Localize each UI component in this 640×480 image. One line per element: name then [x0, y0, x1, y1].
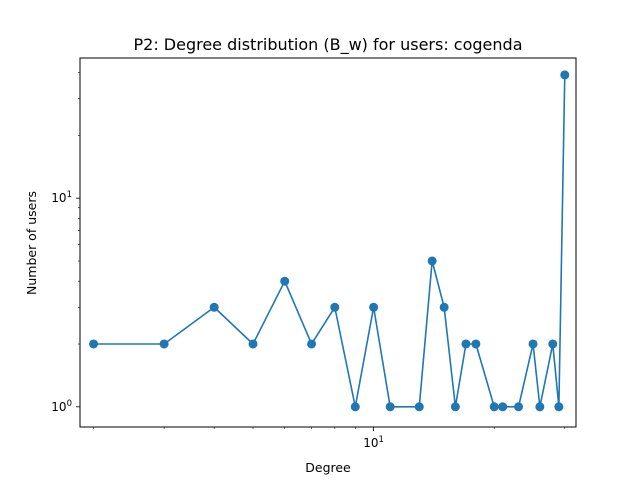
data-point [528, 339, 538, 349]
plot-frame [79, 57, 577, 428]
data-point [280, 276, 290, 286]
data-point [159, 339, 169, 349]
x-axis-label: Degree [305, 460, 351, 475]
data-point [548, 339, 558, 349]
chart-title: P2: Degree distribution (B_w) for users:… [133, 35, 522, 55]
data-point [439, 302, 449, 312]
data-point [89, 339, 99, 349]
data-point [414, 402, 424, 412]
data-point [471, 339, 481, 349]
x-tick-label: 101 [363, 435, 384, 450]
major-ticks: 101 100 101 [51, 190, 384, 450]
data-point [498, 402, 508, 412]
data-point [248, 339, 258, 349]
data-point [554, 402, 564, 412]
data-point [330, 302, 340, 312]
data-point [514, 402, 524, 412]
data-point [369, 302, 379, 312]
y-tick-label: 100 [51, 399, 72, 414]
y-tick-label: 101 [51, 190, 72, 205]
data-point [461, 339, 471, 349]
data-point [307, 339, 317, 349]
data-point [489, 402, 499, 412]
series-line [93, 74, 566, 408]
data-point [385, 402, 395, 412]
data-point [350, 402, 360, 412]
series-layer [89, 70, 570, 412]
data-point [450, 402, 460, 412]
data-point [560, 70, 570, 80]
data-point [209, 302, 219, 312]
data-point [535, 402, 545, 412]
y-axis-label: Number of users [24, 191, 39, 295]
data-point [427, 256, 437, 266]
